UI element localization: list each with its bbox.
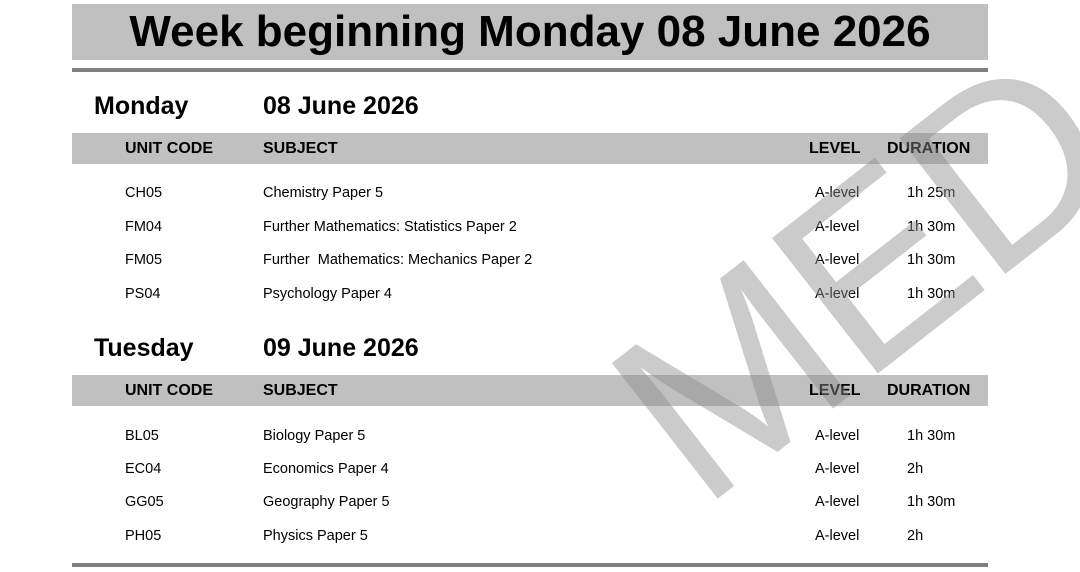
header-subject: SUBJECT (263, 139, 338, 157)
unit-code: FM04 (125, 219, 163, 235)
table-row: CH05 Chemistry Paper 5 A-level 1h 25m (72, 178, 988, 208)
duration: 2h (907, 461, 924, 477)
header-subject: SUBJECT (263, 381, 338, 399)
table-header: UNIT CODE SUBJECT LEVEL DURATION (72, 375, 988, 406)
subject: Geography Paper 5 (263, 494, 390, 510)
level: A-level (815, 428, 860, 444)
duration: 1h 30m (907, 286, 956, 302)
subject: Economics Paper 4 (263, 461, 389, 477)
table-row: EC04 Economics Paper 4 A-level 2h (72, 454, 988, 484)
divider (72, 563, 988, 567)
level: A-level (815, 286, 860, 302)
header-duration: DURATION (887, 139, 971, 157)
unit-code: FM05 (125, 252, 163, 268)
header-level: LEVEL (809, 381, 861, 399)
page-title: Week beginning Monday 08 June 2026 (129, 7, 931, 56)
day-name: Tuesday (94, 334, 194, 362)
subject: Chemistry Paper 5 (263, 185, 384, 201)
duration: 1h 30m (907, 428, 956, 444)
unit-code: PS04 (125, 286, 161, 302)
subject: Psychology Paper 4 (263, 286, 392, 302)
divider (72, 68, 988, 72)
table-row: GG05 Geography Paper 5 A-level 1h 30m (72, 487, 988, 517)
table-row: PH05 Physics Paper 5 A-level 2h (72, 521, 988, 551)
unit-code: GG05 (125, 494, 164, 510)
header-unit-code: UNIT CODE (125, 381, 213, 399)
subject: Physics Paper 5 (263, 528, 368, 544)
subject: Further Mathematics: Mechanics Paper 2 (263, 252, 533, 268)
subject: Biology Paper 5 (263, 428, 366, 444)
subject: Further Mathematics: Statistics Paper 2 (263, 219, 517, 235)
header-duration: DURATION (887, 381, 971, 399)
unit-code: BL05 (125, 428, 159, 444)
level: A-level (815, 252, 860, 268)
duration: 2h (907, 528, 924, 544)
level: A-level (815, 219, 860, 235)
duration: 1h 30m (907, 219, 956, 235)
table-header: UNIT CODE SUBJECT LEVEL DURATION (72, 133, 988, 164)
duration: 1h 25m (907, 185, 956, 201)
day-date: 08 June 2026 (263, 92, 419, 120)
level: A-level (815, 494, 860, 510)
level: A-level (815, 461, 860, 477)
table-row: FM05 Further Mathematics: Mechanics Pape… (72, 245, 988, 275)
day-date: 09 June 2026 (263, 334, 419, 362)
header-unit-code: UNIT CODE (125, 139, 213, 157)
page-title-bar: Week beginning Monday 08 June 2026 (72, 4, 988, 60)
header-level: LEVEL (809, 139, 861, 157)
table-row: FM04 Further Mathematics: Statistics Pap… (72, 212, 988, 242)
duration: 1h 30m (907, 252, 956, 268)
day-name: Monday (94, 92, 189, 120)
table-row: BL05 Biology Paper 5 A-level 1h 30m (72, 421, 988, 451)
unit-code: CH05 (125, 185, 163, 201)
level: A-level (815, 528, 860, 544)
unit-code: EC04 (125, 461, 162, 477)
unit-code: PH05 (125, 528, 162, 544)
duration: 1h 30m (907, 494, 956, 510)
table-row: PS04 Psychology Paper 4 A-level 1h 30m (72, 279, 988, 309)
level: A-level (815, 185, 860, 201)
